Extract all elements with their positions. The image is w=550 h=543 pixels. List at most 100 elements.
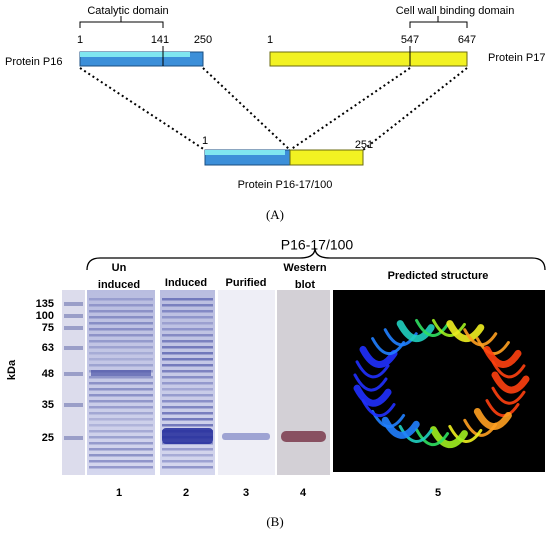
- gel-band: [91, 370, 151, 376]
- gel-band: [162, 376, 213, 379]
- gel-band: [89, 460, 153, 463]
- blot-band: [281, 431, 326, 442]
- gel-band: [162, 412, 213, 415]
- gel-band: [162, 400, 213, 403]
- gel-band: [89, 424, 153, 427]
- gel-band: [162, 310, 213, 313]
- lane-number: 3: [243, 487, 249, 499]
- gel-band: [89, 382, 153, 385]
- gel-band: [89, 400, 153, 403]
- marker-band: [64, 436, 83, 440]
- highlight: [205, 150, 285, 155]
- ribbon: [415, 428, 450, 447]
- position: 647: [458, 34, 476, 46]
- marker-label: 135: [36, 298, 54, 310]
- gel-band: [162, 322, 213, 325]
- ribbon: [353, 384, 392, 407]
- bracket: [79, 16, 164, 28]
- marker-label: 63: [42, 342, 54, 354]
- gel-band: [89, 358, 153, 361]
- marker-band: [64, 314, 83, 318]
- position: 1: [267, 34, 273, 46]
- gel-band: [89, 376, 153, 379]
- position: 1: [77, 34, 83, 46]
- gel-band: [89, 436, 153, 439]
- gel-band: [162, 334, 213, 337]
- gel-band: [162, 370, 213, 373]
- fusion-bar: [289, 149, 364, 166]
- gel-band: [89, 418, 153, 421]
- lane-number: 2: [183, 487, 189, 499]
- gel-band: [162, 358, 213, 361]
- gel-band: [162, 418, 213, 421]
- gel-band: [162, 352, 213, 355]
- construct-title: P16-17/100: [281, 237, 354, 253]
- structure-panel: [333, 290, 545, 472]
- connectors: [79, 67, 468, 151]
- gel-band: [89, 322, 153, 325]
- position: 547: [401, 34, 419, 46]
- gel-band: [162, 460, 213, 463]
- ribbon: [359, 345, 398, 368]
- gel-band: [89, 454, 153, 457]
- ribbon: [396, 320, 435, 343]
- ribbon: [353, 373, 388, 392]
- gel-band: [89, 406, 153, 409]
- gel-band: [162, 394, 213, 397]
- gel-band: [89, 310, 153, 313]
- gel-band: [162, 448, 213, 451]
- marker-band: [64, 346, 83, 350]
- gel-band: [89, 448, 153, 451]
- marker-label: 25: [42, 432, 54, 444]
- axis-label: kDa: [6, 359, 18, 380]
- lane-title: Un induced: [98, 262, 140, 291]
- protein-name: Protein P16: [5, 56, 62, 68]
- ribbon: [415, 318, 450, 337]
- gel-band: [162, 382, 213, 385]
- position: 1: [202, 135, 208, 147]
- gel-band: [162, 388, 213, 391]
- ribbon: [355, 360, 390, 379]
- gel-band: [162, 304, 213, 307]
- gel-band: [162, 424, 213, 427]
- gel-band: [89, 430, 153, 433]
- ribbon: [483, 345, 522, 368]
- ribbon: [448, 424, 483, 443]
- protein-bar: [269, 51, 468, 67]
- protein-name: Protein P16-17/100: [238, 179, 333, 191]
- gel-band: [89, 346, 153, 349]
- position: 250: [194, 34, 212, 46]
- lane-number: 5: [435, 487, 441, 499]
- marker-label: 100: [36, 310, 54, 322]
- gel-band: [89, 466, 153, 469]
- domain-label: Catalytic domain: [87, 5, 168, 17]
- brace: [86, 247, 546, 271]
- marker-lane: [62, 290, 85, 475]
- ribbon: [429, 426, 468, 449]
- gel-band: [162, 406, 213, 409]
- marker-band: [64, 372, 83, 376]
- lane-title: Purified: [226, 277, 267, 289]
- gel-band: [222, 433, 270, 440]
- ribbon: [446, 320, 485, 343]
- gel-band: [89, 298, 153, 301]
- blot-lane: [277, 290, 330, 475]
- lane-title: Predicted structure: [388, 270, 489, 282]
- ribbon: [398, 424, 433, 443]
- ribbon: [485, 399, 520, 418]
- gel-band: [162, 466, 213, 469]
- marker-band: [64, 403, 83, 407]
- panel-label: (B): [266, 514, 283, 529]
- ribbon: [491, 371, 530, 394]
- panel-a: Catalytic domain Cell wall binding domai…: [5, 5, 545, 222]
- gel-band: [162, 298, 213, 301]
- highlight: [80, 52, 190, 57]
- lane-number: 4: [300, 487, 307, 499]
- ribbon: [491, 386, 526, 405]
- gel-band: [89, 316, 153, 319]
- gel-band: [89, 412, 153, 415]
- gel-band: [162, 316, 213, 319]
- gel-lane: [218, 290, 275, 475]
- ribbon: [381, 416, 420, 439]
